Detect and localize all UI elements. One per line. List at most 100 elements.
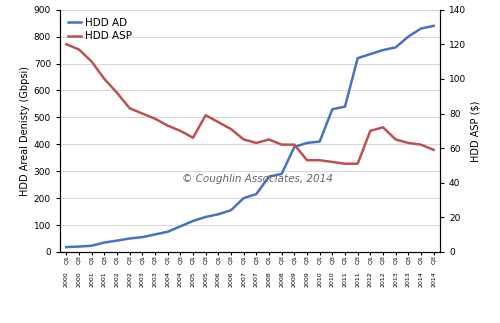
- HDD AD: [240, 196, 246, 200]
- Text: 2014: 2014: [418, 271, 424, 287]
- HDD ASP: [368, 129, 374, 133]
- HDD ASP: [102, 77, 107, 81]
- HDD AD: [140, 235, 145, 239]
- HDD ASP: [202, 113, 208, 117]
- Text: 2011: 2011: [342, 271, 347, 287]
- HDD AD: [88, 244, 94, 248]
- Text: 2006: 2006: [228, 271, 234, 287]
- HDD ASP: [152, 117, 158, 121]
- HDD AD: [254, 192, 260, 196]
- HDD ASP: [240, 138, 246, 141]
- Text: Q1: Q1: [64, 255, 69, 264]
- Text: Q1: Q1: [418, 255, 424, 264]
- Text: 2010: 2010: [330, 271, 335, 287]
- Text: Q1: Q1: [216, 255, 221, 264]
- HDD AD: [354, 56, 360, 60]
- Text: Q1: Q1: [292, 255, 297, 264]
- HDD ASP: [228, 127, 234, 131]
- Text: 2005: 2005: [190, 271, 196, 287]
- Text: 2004: 2004: [178, 271, 183, 287]
- Text: Q1: Q1: [165, 255, 170, 264]
- Text: 2008: 2008: [266, 271, 272, 287]
- HDD ASP: [292, 143, 298, 147]
- Text: Q3: Q3: [380, 255, 386, 264]
- HDD ASP: [266, 138, 272, 141]
- Text: Q1: Q1: [317, 255, 322, 264]
- Text: 2008: 2008: [279, 271, 284, 287]
- HDD AD: [392, 46, 398, 49]
- Text: Q1: Q1: [266, 255, 272, 264]
- Text: Q3: Q3: [431, 255, 436, 264]
- Text: Q3: Q3: [102, 255, 107, 264]
- HDD AD: [406, 35, 411, 38]
- HDD ASP: [190, 136, 196, 140]
- HDD AD: [202, 215, 208, 219]
- Text: Q3: Q3: [76, 255, 82, 264]
- Text: Q3: Q3: [355, 255, 360, 264]
- HDD AD: [178, 224, 184, 228]
- Text: 2007: 2007: [254, 271, 259, 287]
- Y-axis label: HDD ASP ($): HDD ASP ($): [470, 100, 480, 162]
- HDD ASP: [178, 129, 184, 133]
- HDD AD: [164, 230, 170, 234]
- Line: HDD AD: HDD AD: [66, 26, 434, 247]
- HDD AD: [368, 52, 374, 56]
- Text: 2012: 2012: [380, 271, 386, 287]
- HDD ASP: [430, 148, 436, 152]
- Line: HDD ASP: HDD ASP: [66, 44, 434, 164]
- HDD AD: [152, 233, 158, 236]
- HDD AD: [64, 245, 70, 249]
- Text: 2011: 2011: [355, 271, 360, 287]
- Text: 2007: 2007: [241, 271, 246, 287]
- HDD ASP: [164, 124, 170, 128]
- Text: 2001: 2001: [89, 271, 94, 287]
- Text: Q1: Q1: [393, 255, 398, 264]
- HDD ASP: [342, 162, 348, 166]
- HDD AD: [190, 219, 196, 223]
- Text: Q1: Q1: [342, 255, 347, 264]
- HDD AD: [102, 241, 107, 245]
- HDD AD: [292, 145, 298, 149]
- Text: Q3: Q3: [228, 255, 234, 264]
- HDD ASP: [114, 91, 120, 95]
- HDD ASP: [304, 158, 310, 162]
- HDD ASP: [216, 120, 222, 124]
- Text: Q3: Q3: [254, 255, 259, 264]
- HDD AD: [216, 212, 222, 216]
- Text: 2000: 2000: [76, 271, 82, 287]
- HDD ASP: [88, 60, 94, 64]
- Text: Q3: Q3: [152, 255, 158, 264]
- Text: 2005: 2005: [203, 271, 208, 287]
- Text: Q3: Q3: [178, 255, 183, 264]
- HDD ASP: [64, 42, 70, 46]
- Text: Q3: Q3: [406, 255, 411, 264]
- HDD ASP: [354, 162, 360, 166]
- HDD ASP: [140, 111, 145, 115]
- Text: Q3: Q3: [279, 255, 284, 264]
- HDD AD: [418, 26, 424, 30]
- HDD ASP: [126, 106, 132, 110]
- Text: 2000: 2000: [64, 271, 69, 287]
- HDD AD: [304, 141, 310, 145]
- Text: 2013: 2013: [406, 271, 411, 287]
- HDD AD: [430, 24, 436, 28]
- HDD AD: [330, 107, 336, 111]
- HDD ASP: [76, 47, 82, 51]
- Text: 2006: 2006: [216, 271, 221, 287]
- HDD ASP: [330, 160, 336, 164]
- HDD AD: [380, 48, 386, 52]
- Text: Q1: Q1: [190, 255, 196, 264]
- Y-axis label: HDD Areal Denisty (Gbpsi): HDD Areal Denisty (Gbpsi): [20, 66, 30, 196]
- Text: Q3: Q3: [127, 255, 132, 264]
- HDD AD: [278, 172, 284, 176]
- HDD ASP: [392, 138, 398, 141]
- Text: 2002: 2002: [127, 271, 132, 287]
- Text: 2002: 2002: [114, 271, 119, 287]
- Text: Q3: Q3: [304, 255, 310, 264]
- HDD AD: [316, 140, 322, 143]
- HDD ASP: [254, 141, 260, 145]
- Text: 2004: 2004: [165, 271, 170, 287]
- HDD AD: [76, 245, 82, 248]
- Text: Q3: Q3: [330, 255, 335, 264]
- HDD AD: [126, 236, 132, 240]
